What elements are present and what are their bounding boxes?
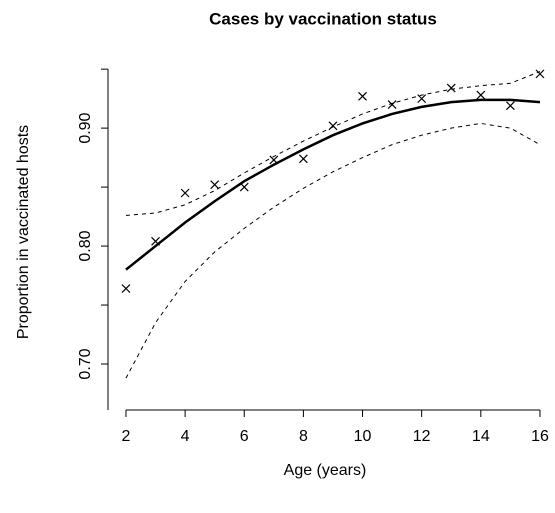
marker [476, 90, 486, 100]
marker [417, 94, 427, 104]
y-tick-label: 0.70 [77, 348, 94, 379]
x-tick-label: 14 [472, 428, 490, 445]
chart-title: Cases by vaccination status [209, 9, 437, 28]
y-tick-label: 0.80 [77, 230, 94, 261]
marker [298, 154, 308, 164]
marker [121, 284, 131, 293]
marker [180, 188, 190, 198]
confidence-line [125, 122, 541, 379]
x-tick-label: 4 [181, 428, 190, 445]
marker [446, 83, 456, 93]
y-tick-label: 0.90 [77, 112, 94, 143]
marker [210, 180, 220, 190]
marker [505, 101, 515, 111]
marker [535, 69, 545, 79]
fit-line [125, 98, 541, 271]
x-axis-label: Age (years) [284, 462, 367, 479]
confidence-line [125, 71, 541, 216]
x-tick-label: 16 [531, 428, 549, 445]
x-tick-label: 8 [299, 428, 308, 445]
marker [387, 100, 397, 109]
marker [358, 91, 367, 101]
x-tick-label: 12 [413, 428, 431, 445]
x-tick-label: 6 [240, 428, 249, 445]
y-axis-label: Proportion in vaccinated hosts [15, 125, 32, 339]
x-tick-label: 2 [122, 428, 131, 445]
x-tick-label: 10 [354, 428, 372, 445]
